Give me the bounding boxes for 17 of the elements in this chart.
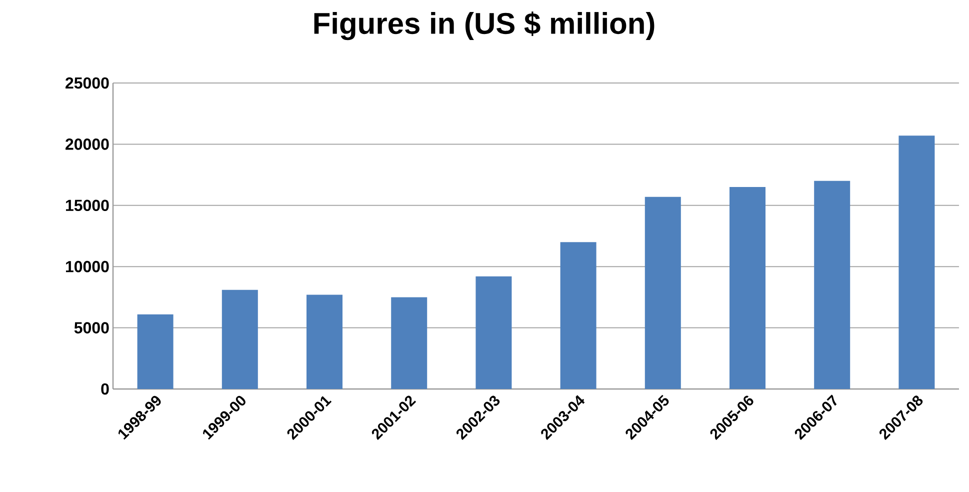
bar [476,276,512,389]
bar [306,294,343,389]
bar [391,297,428,389]
bar [560,242,596,389]
y-tick-label: 20000 [66,138,109,150]
bar [222,290,258,389]
y-tick-label: 5000 [74,322,109,334]
y-tick-label: 0 [101,383,109,395]
bar [137,314,174,389]
y-tick-label: 25000 [66,77,109,89]
bar [729,187,766,389]
bar [898,136,935,389]
y-tick-label: 15000 [66,200,109,212]
y-tick-label: 10000 [66,260,109,272]
bar [814,180,850,389]
bar [644,196,681,389]
chart-title: Figures in (US $ million) [314,12,654,40]
